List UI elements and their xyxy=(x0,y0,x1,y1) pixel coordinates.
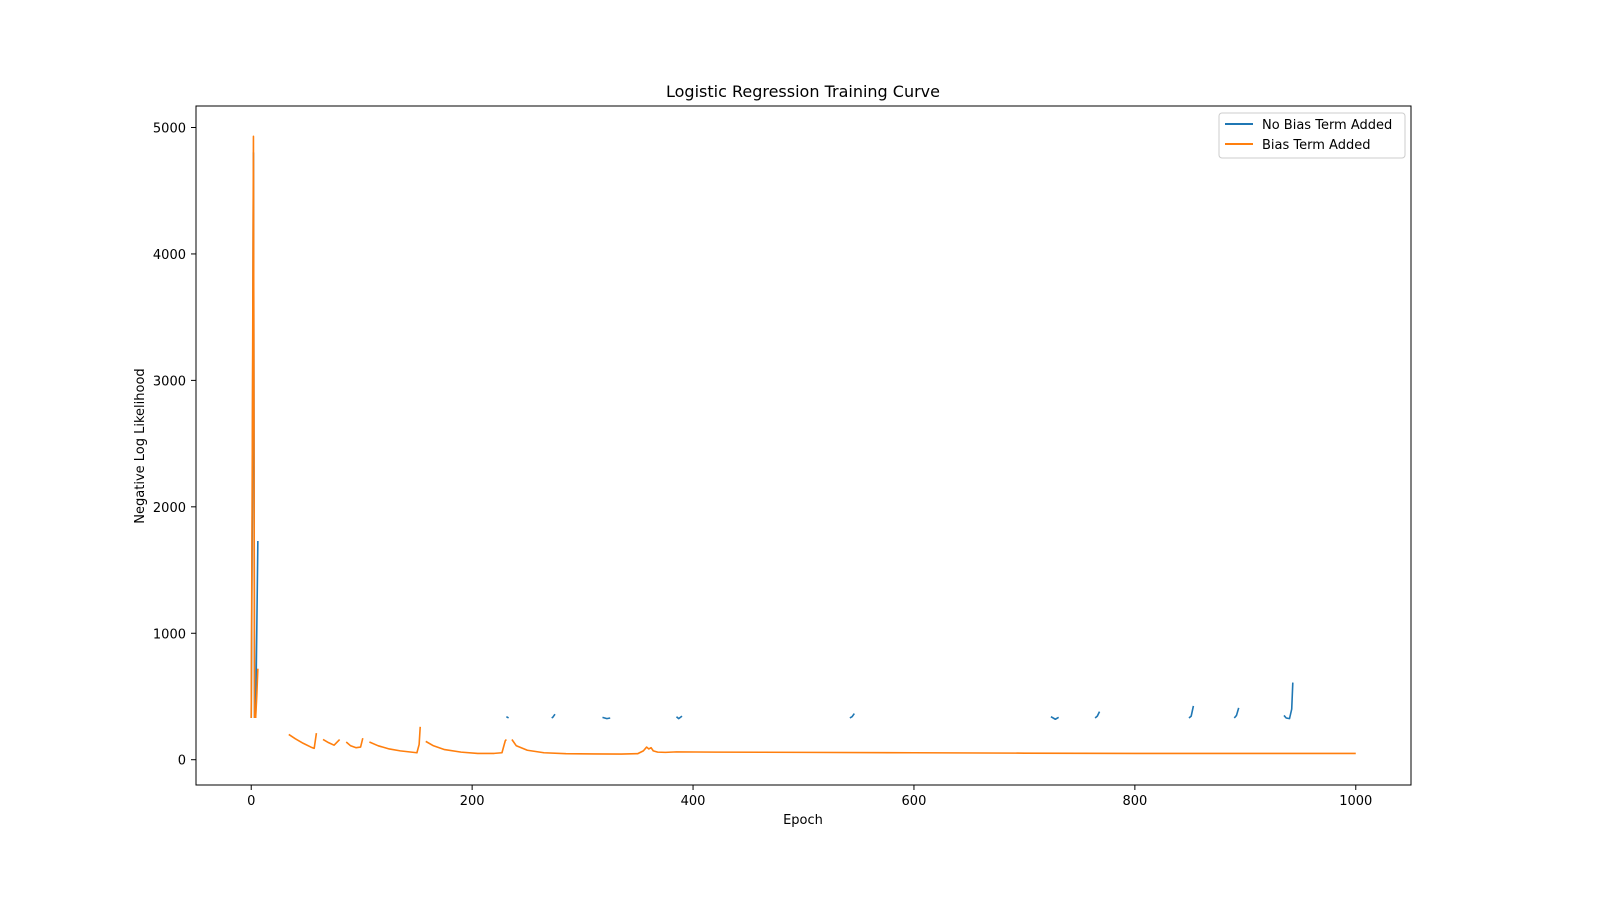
y-axis-label: Negative Log Likelihood xyxy=(133,368,148,523)
legend-label-no-bias: No Bias Term Added xyxy=(1262,118,1392,133)
x-tick-label-600: 600 xyxy=(902,794,927,809)
series-line-bias-term-added-segment-1 xyxy=(254,668,259,719)
legend-box xyxy=(1218,112,1406,159)
series-line-no-bias-term-added-segment-3 xyxy=(551,713,556,719)
y-tick-label-1000: 1000 xyxy=(153,627,186,642)
series-line-bias-term-added-segment-2 xyxy=(288,733,318,750)
x-axis-label: Epoch xyxy=(783,813,823,828)
series-line-no-bias-term-added-segment-1 xyxy=(254,540,259,719)
y-tick-label-5000: 5000 xyxy=(153,121,186,136)
y-tick-label-4000: 4000 xyxy=(153,248,186,263)
series-line-bias-term-added-segment-7 xyxy=(511,739,1356,755)
series-line-bias-term-added-segment-3 xyxy=(322,738,341,746)
series-line-no-bias-term-added-segment-10 xyxy=(1233,707,1240,719)
y-tick-label-2000: 2000 xyxy=(153,501,186,516)
x-tick-label-200: 200 xyxy=(460,794,485,809)
series-line-no-bias-term-added-segment-2 xyxy=(505,716,509,719)
series-line-bias-term-added-segment-6 xyxy=(425,738,507,755)
y-tick-label-3000: 3000 xyxy=(153,374,186,389)
legend-label-bias: Bias Term Added xyxy=(1262,138,1370,153)
series-line-bias-term-added-segment-5 xyxy=(369,726,422,754)
series-line-no-bias-term-added-segment-4 xyxy=(602,716,611,720)
legend: No Bias Term Added Bias Term Added xyxy=(1218,112,1406,159)
x-tick-label-0: 0 xyxy=(247,794,255,809)
series-line-no-bias-term-added-segment-8 xyxy=(1094,711,1101,719)
chart-title: Logistic Regression Training Curve xyxy=(666,82,940,101)
series-line-bias-term-added-segment-4 xyxy=(345,738,364,749)
series-line-no-bias-term-added-segment-5 xyxy=(675,715,683,720)
x-tick-label-400: 400 xyxy=(681,794,706,809)
plot-frame xyxy=(195,105,1412,786)
series-line-no-bias-term-added-segment-9 xyxy=(1188,705,1195,719)
series-line-no-bias-term-added-segment-7 xyxy=(1050,716,1060,721)
x-tick-label-1000: 1000 xyxy=(1339,794,1372,809)
series-line-no-bias-term-added-segment-6 xyxy=(849,713,855,719)
x-tick-label-800: 800 xyxy=(1122,794,1147,809)
series-line-no-bias-term-added-segment-11 xyxy=(1283,682,1294,720)
ticks-layer: 0 200 400 600 800 1000 0 1000 2000 3000 4000 5000 xyxy=(153,121,1372,809)
y-tick-label-0: 0 xyxy=(178,754,186,769)
series-layer xyxy=(250,135,1356,755)
series-line-bias-term-added-segment-0 xyxy=(250,135,256,718)
